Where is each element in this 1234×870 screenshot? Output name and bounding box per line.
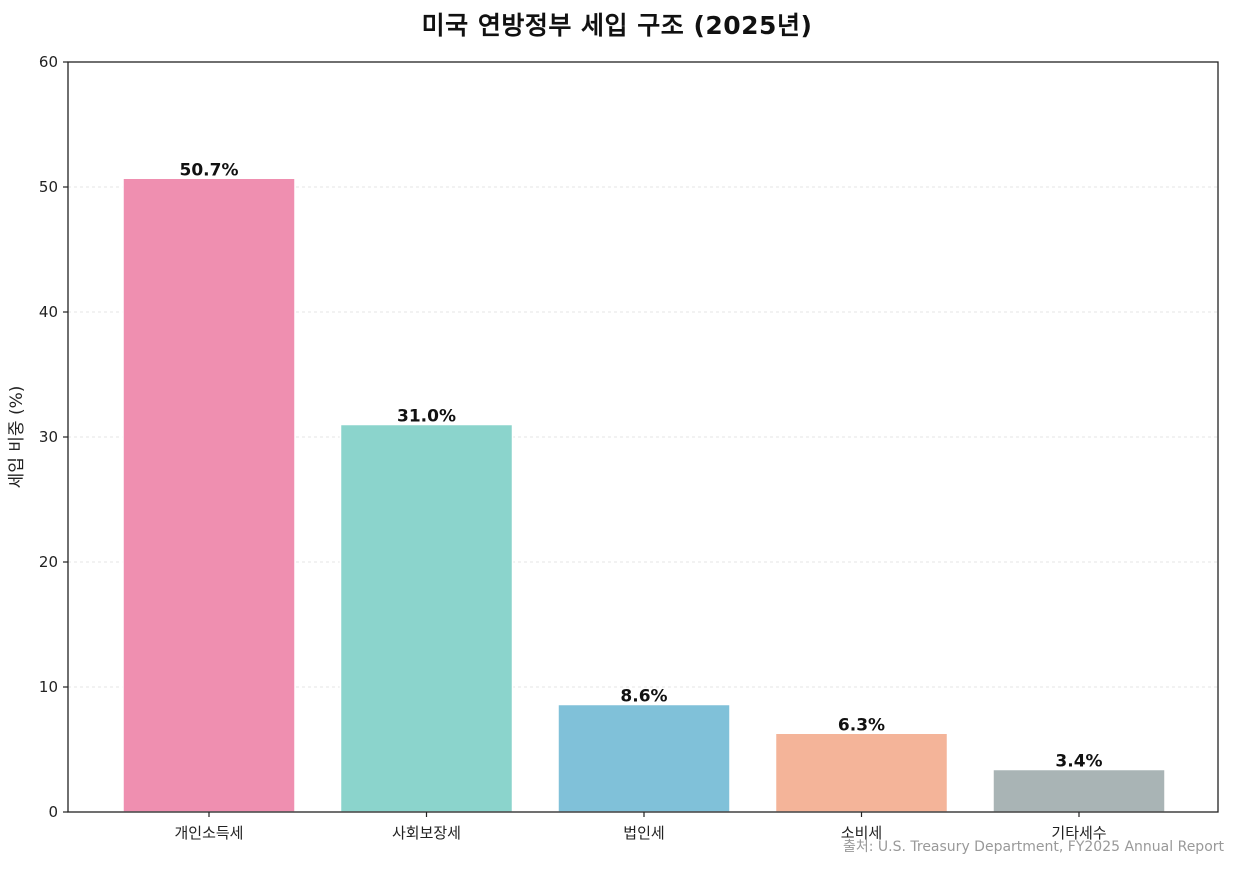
bar (557, 703, 731, 813)
x-category-label: 기타세수 (1051, 824, 1106, 842)
bar-value-label: 6.3% (838, 715, 885, 735)
bars (122, 177, 1166, 813)
bar-value-label: 8.6% (620, 687, 667, 707)
bar-value-label: 50.7% (180, 160, 239, 180)
x-axis-categories: 개인소득세 사회보장세 법인세 소비세 기타세수 (174, 812, 1107, 842)
bar (122, 177, 296, 813)
bar-value-label: 3.4% (1055, 752, 1102, 772)
source-note: 출처: U.S. Treasury Department, FY2025 Ann… (842, 839, 1224, 855)
y-axis-ticks: 0 10 20 30 40 50 60 (39, 53, 68, 821)
x-category-label: 개인소득세 (174, 824, 243, 842)
y-tick-label: 0 (48, 803, 58, 821)
y-tick-label: 20 (39, 553, 58, 571)
bar-value-label: 31.0% (397, 407, 456, 427)
x-category-label: 법인세 (623, 824, 664, 842)
y-tick-label: 50 (39, 178, 58, 196)
bar (339, 423, 514, 813)
bar (774, 732, 949, 813)
y-tick-label: 30 (39, 428, 58, 446)
x-category-label: 사회보장세 (392, 824, 461, 842)
data-labels: 50.7% 31.0% 8.6% 6.3% 3.4% (180, 160, 1103, 771)
x-category-label: 소비세 (841, 824, 882, 842)
y-axis-label: 세입 비중 (%) (7, 386, 27, 489)
y-tick-label: 60 (39, 53, 58, 71)
y-tick-label: 40 (39, 303, 58, 321)
bar (992, 768, 1166, 813)
y-tick-label: 10 (39, 678, 58, 696)
plot-frame (67, 61, 1219, 813)
chart-title: 미국 연방정부 세입 구조 (2025년) (421, 11, 813, 40)
